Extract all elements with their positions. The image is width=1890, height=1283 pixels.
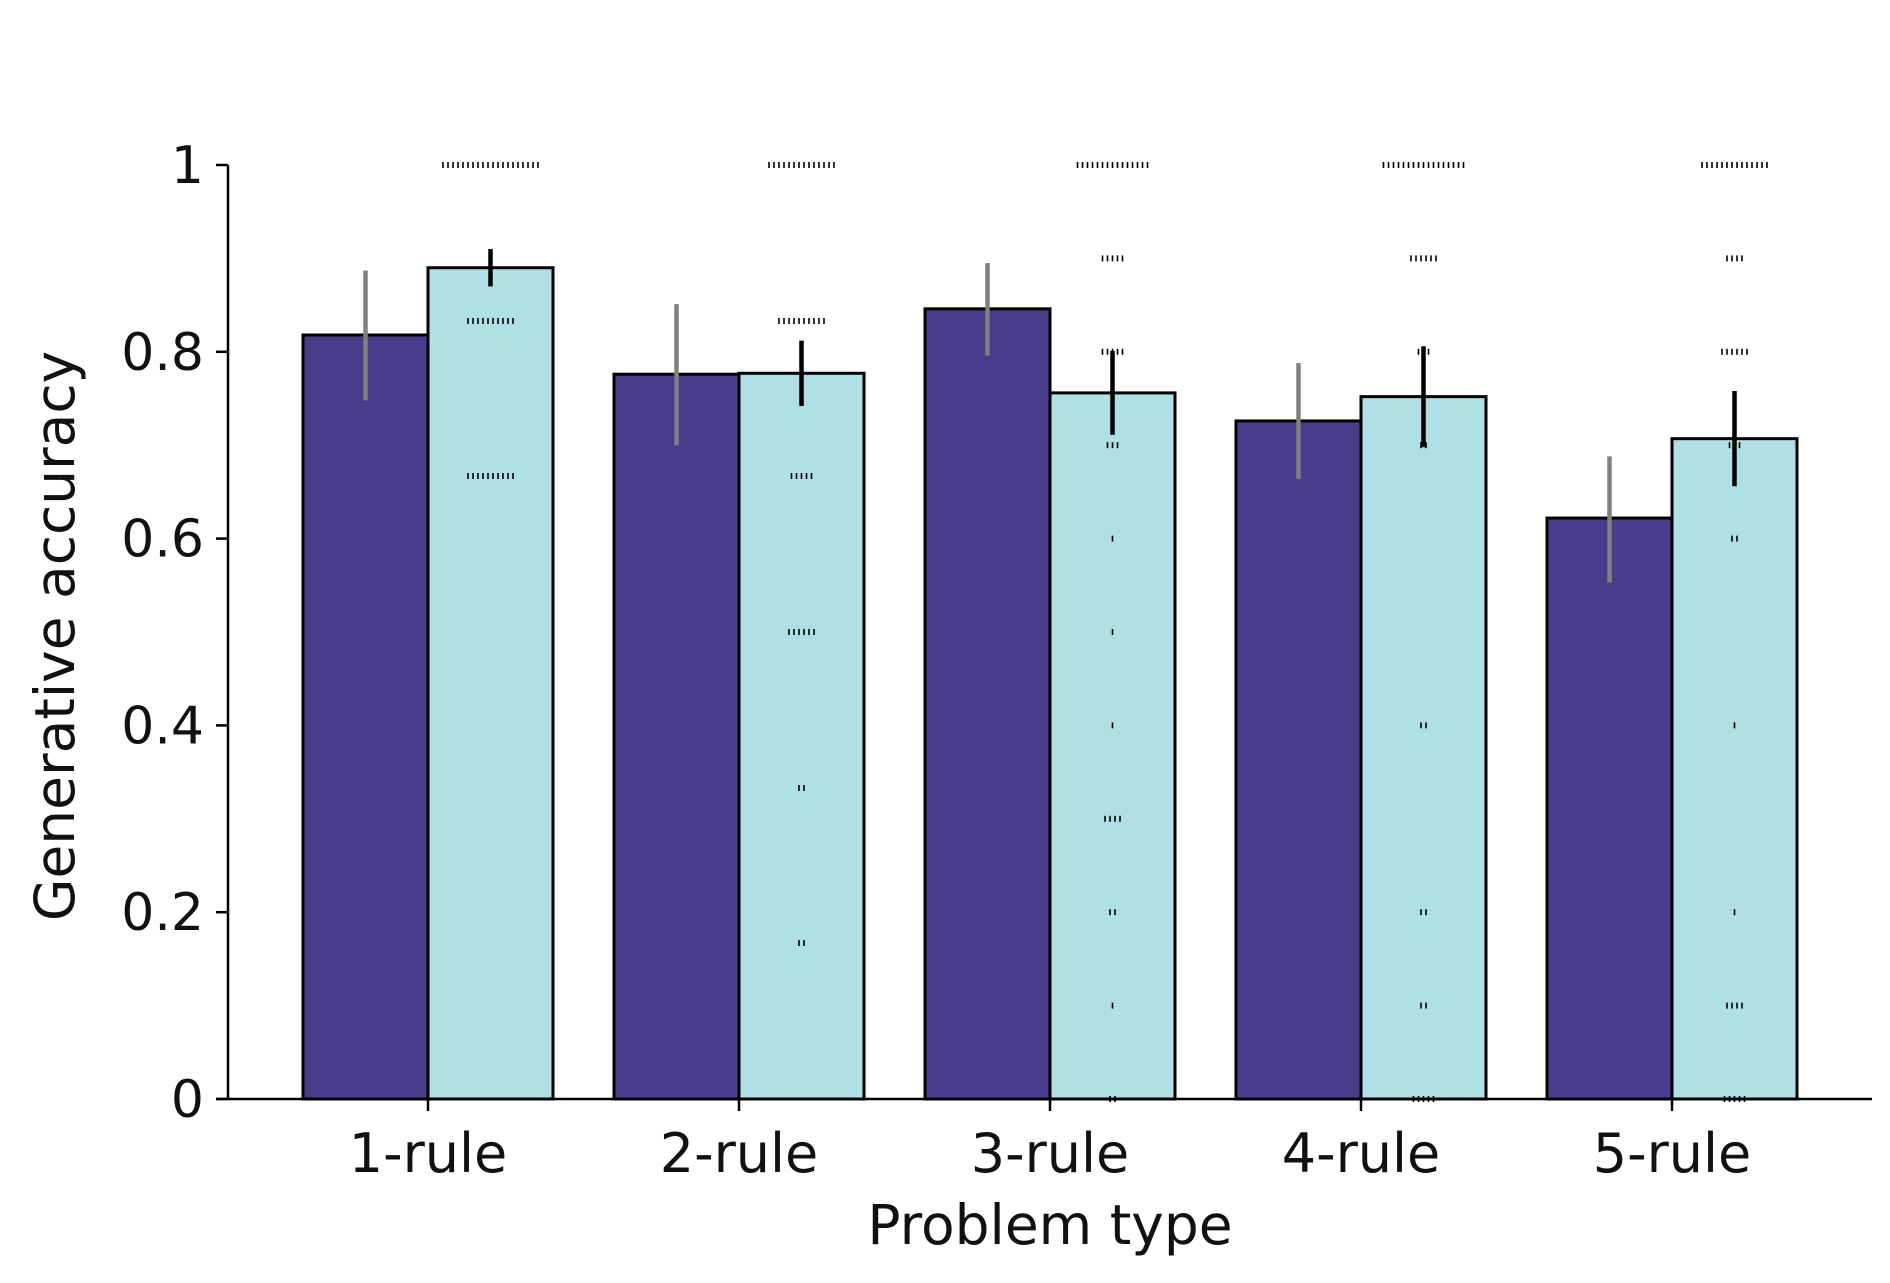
bar-3-rule-series-1 [923,307,1052,1101]
axes-layer: 0 0.2 0.4 0.6 0.8 1 1-rule 2-rule 3-rule 4-rule 5-… [121,136,1872,1185]
x-tick-label: 2-rule [660,1122,819,1185]
bar-1-rule-series-2 [426,266,555,1101]
bar-3-rule-series-2 [1048,391,1177,1101]
bar-4-rule-series-2 [1359,395,1488,1101]
bar-2-rule-series-1 [612,372,741,1101]
y-tick-label: 0.8 [121,323,204,383]
bar-1-rule-series-1 [301,333,430,1101]
y-tick-label: 0.4 [121,696,204,756]
y-tick-label: 1 [171,136,204,196]
bars-layer [301,266,1799,1101]
x-tick-label: 5-rule [1593,1122,1752,1185]
bar-4-rule-series-1 [1234,419,1363,1101]
x-tick-label: 4-rule [1282,1122,1441,1185]
y-tick-label: 0.2 [121,883,204,943]
bar-5-rule-series-2 [1670,437,1799,1101]
y-tick-label: 0.6 [121,510,204,570]
error-bars-layer [363,249,1737,583]
bar-5-rule-series-1 [1545,516,1674,1101]
x-tick-label: 3-rule [971,1122,1130,1185]
x-tick-label: 1-rule [349,1122,508,1185]
x-axis-title: Problem type [867,1193,1232,1257]
y-tick-label: 0 [171,1070,204,1130]
bar-2-rule-series-2 [737,371,866,1101]
y-axis-title: Generative accuracy [23,351,87,921]
